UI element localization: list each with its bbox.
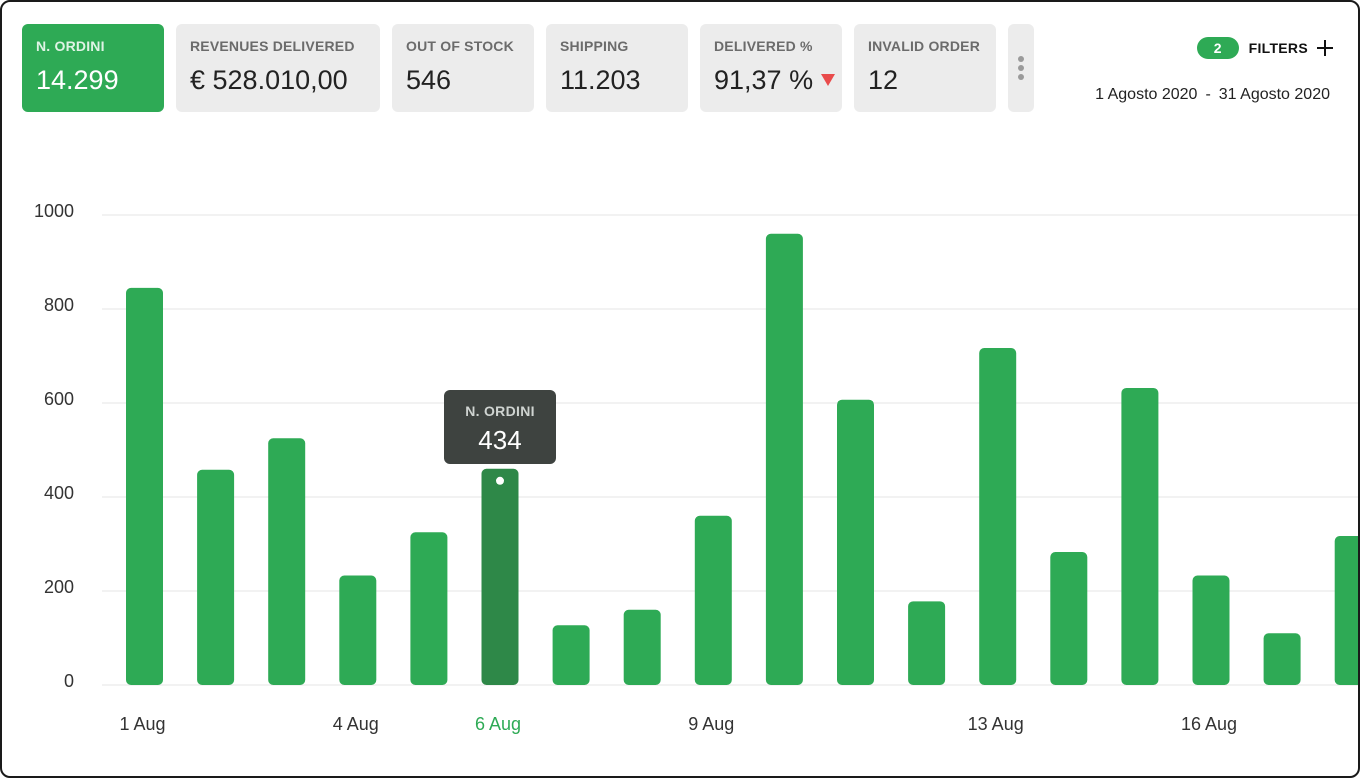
- more-dots-icon: [1018, 65, 1024, 71]
- bar-15-aug[interactable]: [1121, 387, 1159, 685]
- bar-6-aug[interactable]: [481, 468, 519, 685]
- more-kpis-button[interactable]: [1008, 24, 1034, 112]
- y-tick-label: 800: [44, 295, 74, 315]
- bar-5-aug[interactable]: [410, 532, 448, 685]
- plus-icon: [1316, 39, 1334, 57]
- date-range-start: 1 Agosto 2020: [1095, 86, 1198, 103]
- date-range-end: 31 Agosto 2020: [1218, 86, 1330, 103]
- bar-12-aug[interactable]: [908, 601, 946, 685]
- kpi-value: € 528.010,00: [190, 65, 348, 95]
- kpi-value: 14.299: [36, 65, 119, 95]
- bar-11-aug[interactable]: [837, 399, 874, 685]
- tooltip-value: 434: [478, 425, 522, 455]
- kpi-label: N. ORDINI: [36, 38, 105, 54]
- kpi-value: 546: [406, 65, 452, 95]
- x-axis-labels: 1 Aug 4 Aug 6 Aug 9 Aug 13 Aug 16 Aug: [119, 714, 1237, 734]
- bar-17-aug[interactable]: [1263, 633, 1301, 685]
- y-axis-labels: 0 200 400 600 800 1000: [34, 201, 74, 691]
- bar-2-aug[interactable]: [197, 469, 235, 685]
- kpi-card-delivered-percent[interactable]: DELIVERED % 91,37 %: [700, 24, 842, 112]
- filters-count-badge: 2: [1196, 37, 1239, 59]
- x-tick-label: 6 Aug: [475, 714, 521, 734]
- kpi-label: OUT OF STOCK: [406, 38, 514, 54]
- chart-bars: [126, 233, 1360, 686]
- y-tick-label: 200: [44, 577, 74, 597]
- x-tick-label: 13 Aug: [968, 714, 1024, 734]
- kpi-label: REVENUES DELIVERED: [190, 38, 355, 54]
- bar-16-aug[interactable]: [1192, 575, 1230, 685]
- bar-tooltip: N. ORDINI 434: [444, 390, 556, 464]
- kpi-value: 91,37 %: [714, 65, 814, 95]
- kpi-card-out-of-stock[interactable]: OUT OF STOCK 546: [392, 24, 534, 112]
- bar-4-aug[interactable]: [339, 575, 377, 685]
- date-range-picker[interactable]: 1 Agosto 2020-31 Agosto 2020: [1095, 86, 1330, 104]
- kpi-card-revenues-delivered[interactable]: REVENUES DELIVERED € 528.010,00: [176, 24, 380, 112]
- bar-8-aug[interactable]: [623, 609, 661, 685]
- bar-14-aug[interactable]: [1050, 551, 1088, 685]
- kpi-label: SHIPPING: [560, 38, 629, 54]
- date-range-separator: -: [1205, 86, 1211, 103]
- more-dots-icon: [1018, 56, 1024, 62]
- filters-label: FILTERS: [1248, 40, 1308, 56]
- kpi-card-shipping[interactable]: SHIPPING 11.203: [546, 24, 688, 112]
- bar-1-aug[interactable]: [126, 287, 163, 685]
- kpi-label: DELIVERED %: [714, 38, 813, 54]
- bar-9-aug[interactable]: [694, 515, 732, 685]
- y-tick-label: 1000: [34, 201, 74, 221]
- kpi-value-with-trend: 91,37 %: [714, 65, 842, 96]
- bar-18-aug[interactable]: [1334, 536, 1360, 685]
- kpi-value: 11.203: [560, 65, 641, 95]
- bar-10-aug[interactable]: [765, 233, 803, 686]
- x-tick-label: 9 Aug: [688, 714, 734, 734]
- y-tick-label: 400: [44, 483, 74, 503]
- kpi-value: 12: [868, 65, 899, 95]
- tooltip-label: N. ORDINI: [465, 403, 535, 419]
- bar-3-aug[interactable]: [268, 438, 306, 685]
- bar-7-aug[interactable]: [552, 625, 590, 685]
- y-tick-label: 600: [44, 389, 74, 409]
- bar-13-aug[interactable]: [979, 348, 1017, 685]
- kpi-card-invalid-order[interactable]: INVALID ORDER 12: [854, 24, 996, 112]
- x-tick-label: 1 Aug: [119, 714, 165, 734]
- kpi-label: INVALID ORDER: [868, 38, 981, 54]
- trend-down-icon: [821, 73, 836, 86]
- y-tick-label: 0: [64, 671, 74, 691]
- selected-point-marker: [496, 476, 504, 485]
- x-tick-label: 16 Aug: [1181, 714, 1237, 734]
- kpi-card-orders[interactable]: N. ORDINI 14.299: [22, 24, 164, 112]
- x-tick-label: 4 Aug: [333, 714, 379, 734]
- more-dots-icon: [1018, 74, 1024, 80]
- filters-button[interactable]: 2 FILTERS: [1196, 36, 1334, 60]
